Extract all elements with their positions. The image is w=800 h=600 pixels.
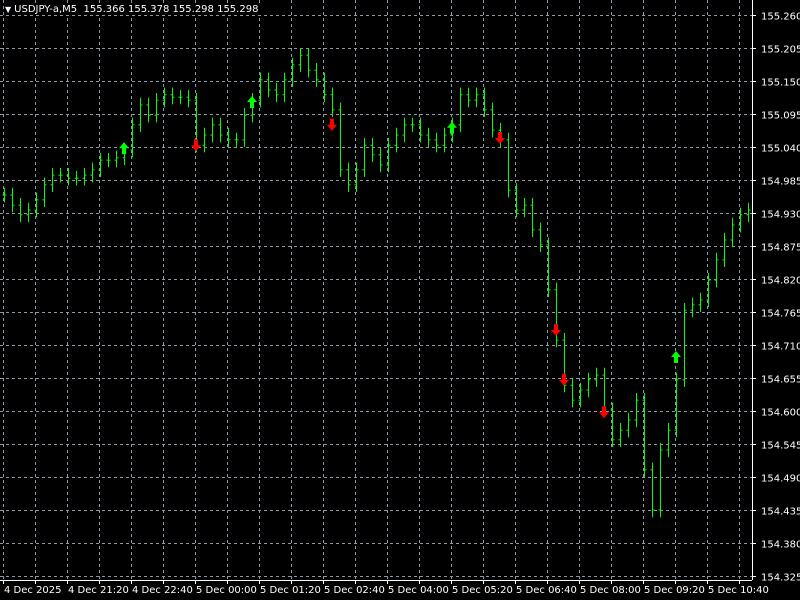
buy-arrow-icon bbox=[119, 142, 129, 155]
time-tick-label: 5 Dec 01:20 bbox=[260, 585, 321, 596]
price-tick-label: 154.710 bbox=[761, 342, 800, 353]
buy-arrow-icon bbox=[447, 121, 457, 134]
price-tick-label: 154.985 bbox=[761, 177, 800, 188]
buy-arrow-icon bbox=[247, 96, 257, 108]
time-tick-label: 5 Dec 10:40 bbox=[708, 585, 769, 596]
price-tick-label: 155.260 bbox=[761, 12, 800, 23]
price-tick-label: 155.095 bbox=[761, 111, 800, 122]
time-tick-label: 5 Dec 09:20 bbox=[644, 585, 705, 596]
time-tick-label: 5 Dec 06:40 bbox=[516, 585, 577, 596]
sell-arrow-icon bbox=[191, 139, 201, 152]
price-tick-label: 154.490 bbox=[761, 474, 800, 485]
time-tick-label: 5 Dec 04:00 bbox=[388, 585, 449, 596]
time-tick-label: 4 Dec 21:20 bbox=[68, 585, 129, 596]
price-tick-label: 155.205 bbox=[761, 45, 800, 56]
price-tick-label: 154.875 bbox=[761, 243, 800, 254]
price-tick-label: 154.325 bbox=[761, 573, 800, 584]
price-tick-label: 154.435 bbox=[761, 507, 800, 518]
price-tick-label: 154.820 bbox=[761, 276, 800, 287]
price-tick-label: 154.600 bbox=[761, 408, 800, 419]
ohlc-readout: 155.366 155.378 155.298 155.298 bbox=[83, 4, 259, 15]
symbol-label: USDJPY-a,M5 bbox=[14, 4, 78, 15]
price-tick-label: 155.150 bbox=[761, 78, 800, 89]
time-tick-label: 5 Dec 00:00 bbox=[196, 585, 257, 596]
time-tick-label: 4 Dec 22:40 bbox=[132, 585, 193, 596]
sell-arrow-icon bbox=[327, 118, 337, 131]
sell-arrow-icon bbox=[551, 324, 561, 336]
time-tick-label: 4 Dec 2025 bbox=[4, 585, 62, 596]
price-tick-label: 154.930 bbox=[761, 210, 800, 221]
chart-title: ▼ USDJPY-a,M5 155.366 155.378 155.298 155… bbox=[5, 4, 261, 15]
sell-arrow-icon bbox=[559, 373, 569, 386]
price-tick-label: 154.655 bbox=[761, 375, 800, 386]
price-tick-label: 155.040 bbox=[761, 144, 800, 155]
price-tick-label: 154.765 bbox=[761, 309, 800, 320]
time-tick-label: 5 Dec 08:00 bbox=[580, 585, 641, 596]
time-tick-label: 5 Dec 05:20 bbox=[452, 585, 513, 596]
triangle-down-icon[interactable]: ▼ bbox=[5, 5, 12, 14]
sell-arrow-icon bbox=[599, 406, 609, 419]
sell-arrow-icon bbox=[495, 132, 505, 144]
price-tick-label: 154.545 bbox=[761, 441, 800, 452]
buy-arrow-icon bbox=[671, 351, 681, 363]
price-tick-label: 154.380 bbox=[761, 540, 800, 551]
time-tick-label: 5 Dec 02:40 bbox=[324, 585, 385, 596]
